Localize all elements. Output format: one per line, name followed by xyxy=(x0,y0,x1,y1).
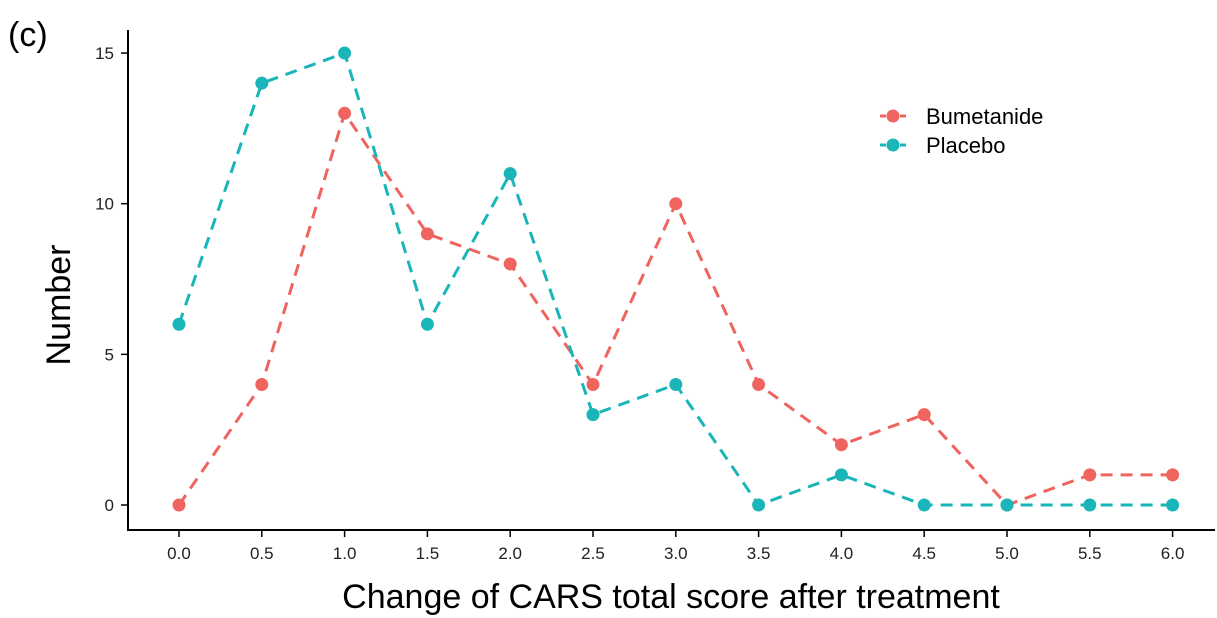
data-point-placebo xyxy=(255,76,269,90)
series-line-bumetanide xyxy=(177,109,1173,507)
data-point-bumetanide xyxy=(420,227,434,241)
data-point-bumetanide xyxy=(917,408,931,422)
data-point-placebo xyxy=(1083,498,1097,512)
x-tick-label: 3.0 xyxy=(664,544,688,563)
data-point-bumetanide xyxy=(338,106,352,120)
legend-marker-placebo xyxy=(886,138,900,152)
data-point-bumetanide xyxy=(1166,468,1180,482)
data-point-bumetanide xyxy=(503,257,517,271)
y-tick-label: 10 xyxy=(95,195,114,214)
data-point-bumetanide xyxy=(586,377,600,391)
legend-marker-bumetanide xyxy=(886,109,900,123)
data-point-placebo xyxy=(503,167,517,181)
legend-label-bumetanide: Bumetanide xyxy=(926,104,1043,129)
data-point-placebo xyxy=(752,498,766,512)
y-axis-title: Number xyxy=(40,245,78,366)
data-point-bumetanide xyxy=(172,498,186,512)
x-axis-title: Change of CARS total score after treatme… xyxy=(342,578,1000,616)
y-tick-label: 0 xyxy=(105,496,114,515)
data-point-placebo xyxy=(586,408,600,422)
x-tick-label: 2.5 xyxy=(581,544,605,563)
x-tick-label: 4.0 xyxy=(830,544,854,563)
legend-label-placebo: Placebo xyxy=(926,133,1006,158)
panel-label: (c) xyxy=(8,16,48,54)
data-point-placebo xyxy=(917,498,931,512)
data-point-placebo xyxy=(338,46,352,60)
x-tick-label: 3.5 xyxy=(747,544,771,563)
data-point-bumetanide xyxy=(1083,468,1097,482)
y-tick-label: 15 xyxy=(95,44,114,63)
x-tick-label: 5.0 xyxy=(995,544,1019,563)
x-tick-label: 5.5 xyxy=(1078,544,1102,563)
x-tick-label: 6.0 xyxy=(1161,544,1185,563)
x-tick-label: 0.0 xyxy=(167,544,191,563)
data-point-bumetanide xyxy=(669,197,683,211)
data-point-placebo xyxy=(834,468,848,482)
y-tick-label: 5 xyxy=(105,345,114,364)
data-point-bumetanide xyxy=(834,438,848,452)
data-point-placebo xyxy=(420,317,434,331)
x-tick-label: 4.5 xyxy=(912,544,936,563)
x-tick-label: 0.5 xyxy=(250,544,274,563)
x-tick-label: 1.5 xyxy=(416,544,440,563)
data-point-placebo xyxy=(1166,498,1180,512)
data-point-bumetanide xyxy=(255,377,269,391)
legend: Bumetanide Placebo xyxy=(880,104,1043,158)
data-point-bumetanide xyxy=(752,377,766,391)
x-tick-label: 2.0 xyxy=(498,544,522,563)
x-tick-label: 1.0 xyxy=(333,544,357,563)
data-point-placebo xyxy=(172,317,186,331)
data-point-placebo xyxy=(1000,498,1014,512)
data-point-placebo xyxy=(669,377,683,391)
axes: 0.0 0.5 1.0 1.5 2.0 2.5 3.0 3.5 4.0 4.5 5.0 5.5 6.0 0… xyxy=(95,30,1215,563)
series-layer xyxy=(172,46,1180,512)
